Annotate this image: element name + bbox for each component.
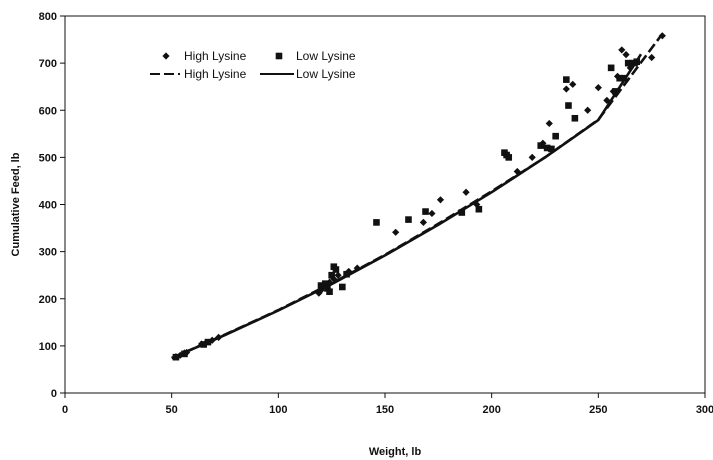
low-lysine-point bbox=[339, 283, 346, 291]
high-lysine-point bbox=[353, 264, 361, 272]
high-lysine-point bbox=[584, 106, 592, 114]
low-lysine-point bbox=[373, 219, 380, 226]
low-lysine-point bbox=[616, 74, 623, 82]
x-tick-label: 100 bbox=[269, 404, 287, 416]
y-tick-label: 100 bbox=[39, 341, 57, 353]
high-lysine-point bbox=[462, 188, 470, 196]
low-lysine-point bbox=[563, 76, 570, 83]
y-tick-label: 500 bbox=[39, 152, 57, 164]
low-lysine-point bbox=[343, 270, 350, 278]
plot-frame bbox=[64, 15, 706, 394]
high-lysine-point bbox=[603, 96, 611, 104]
high-lysine-point bbox=[334, 271, 342, 279]
legend-low-lysine-marker bbox=[275, 52, 283, 60]
low-lysine-point bbox=[543, 144, 551, 152]
low-lysine-point bbox=[172, 353, 180, 361]
high-lysine-point bbox=[419, 218, 427, 227]
low-lysine-point bbox=[204, 338, 212, 346]
low-lysine-point bbox=[548, 145, 555, 153]
legend-high-lysine-line-label: High Lysine bbox=[184, 67, 247, 81]
y-tick-label: 700 bbox=[39, 58, 57, 70]
high-lysine-point bbox=[622, 51, 630, 59]
low-lysine-point bbox=[326, 288, 333, 295]
legend: High Lysine Low Lysine High Lysine Low Lysi… bbox=[150, 49, 356, 81]
high-lysine-point bbox=[315, 289, 323, 297]
high-lysine-point bbox=[648, 53, 656, 62]
x-tick-label: 150 bbox=[376, 404, 394, 416]
x-tick-label: 200 bbox=[482, 404, 500, 416]
y-tick-label: 400 bbox=[39, 200, 57, 212]
high-lysine-point bbox=[436, 196, 445, 204]
data-points bbox=[172, 32, 666, 361]
high-lysine-point bbox=[658, 32, 666, 40]
legend-high-lysine-marker bbox=[162, 52, 170, 60]
y-tick-label: 800 bbox=[39, 11, 57, 23]
low-lysine-point bbox=[458, 209, 466, 216]
x-tick-label: 0 bbox=[62, 404, 68, 416]
low-lysine-point bbox=[633, 58, 641, 66]
low-lysine-point bbox=[537, 142, 545, 149]
low-lysine-point bbox=[200, 341, 207, 348]
low-lysine-fit-line bbox=[171, 53, 643, 360]
y-axis-title: Cumulative Feed, lb bbox=[10, 152, 22, 256]
x-tick-label: 250 bbox=[589, 404, 607, 416]
y-tick-label: 200 bbox=[39, 294, 57, 306]
x-tick-label: 300 bbox=[696, 404, 713, 416]
x-tick-label: 50 bbox=[166, 404, 178, 416]
low-lysine-point bbox=[332, 266, 340, 273]
high-lysine-point bbox=[392, 228, 400, 236]
high-lysine-fit-line bbox=[171, 33, 664, 360]
low-lysine-point bbox=[624, 59, 632, 67]
high-lysine-point bbox=[545, 119, 553, 128]
low-lysine-point bbox=[607, 64, 615, 72]
low-lysine-point bbox=[422, 208, 429, 215]
legend-high-lysine-label: High Lysine bbox=[184, 49, 247, 63]
high-lysine-point bbox=[513, 167, 521, 176]
low-lysine-point bbox=[552, 132, 559, 140]
low-lysine-point bbox=[328, 271, 335, 279]
low-lysine-point bbox=[620, 74, 628, 82]
axes: 0 50 100 150 200 250 300 0 100 200 300 400 500 600 700… bbox=[39, 11, 713, 416]
high-lysine-point bbox=[208, 336, 216, 344]
y-tick-label: 300 bbox=[39, 247, 57, 259]
y-tick-label: 600 bbox=[39, 105, 57, 117]
low-lysine-point bbox=[565, 102, 572, 109]
high-lysine-point bbox=[528, 153, 536, 161]
low-lysine-point bbox=[505, 154, 513, 161]
high-lysine-point bbox=[569, 80, 577, 88]
fitted-lines bbox=[171, 33, 664, 360]
low-lysine-point bbox=[571, 114, 579, 122]
high-lysine-point bbox=[215, 333, 223, 341]
low-lysine-point bbox=[181, 350, 188, 358]
low-lysine-point bbox=[405, 216, 412, 223]
low-lysine-point bbox=[475, 205, 483, 213]
high-lysine-point bbox=[428, 209, 436, 218]
high-lysine-point bbox=[594, 84, 602, 92]
y-tick-label: 0 bbox=[51, 388, 57, 400]
low-lysine-point bbox=[629, 59, 636, 67]
low-lysine-point bbox=[612, 88, 619, 95]
x-axis-title: Weight, lb bbox=[369, 446, 422, 458]
high-lysine-point bbox=[562, 85, 570, 93]
legend-low-lysine-label: Low Lysine bbox=[296, 49, 356, 63]
high-lysine-point bbox=[618, 46, 626, 54]
low-lysine-point bbox=[317, 282, 325, 289]
low-lysine-point bbox=[321, 280, 329, 287]
legend-low-lysine-line-label: Low Lysine bbox=[296, 67, 356, 81]
